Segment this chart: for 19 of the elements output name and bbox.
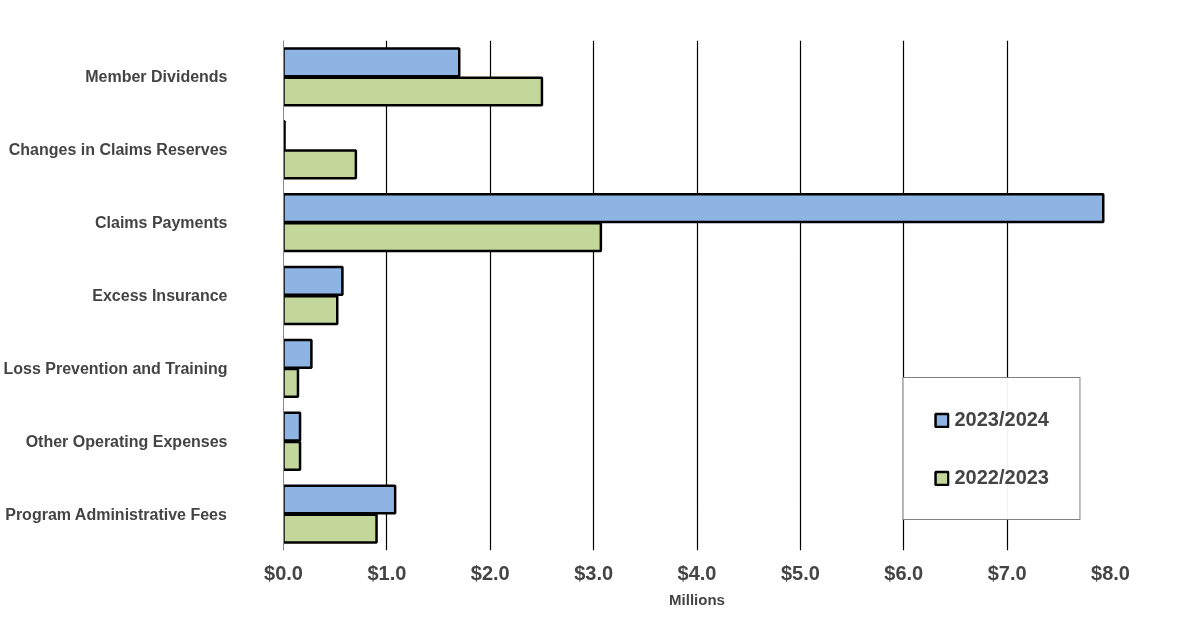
y-tick-label: Member Dividends xyxy=(85,68,228,86)
y-tick-label: Loss Prevention and Training xyxy=(3,359,228,377)
y-tick-label: Changes in Claims Reserves xyxy=(8,141,228,159)
x-tick-label: $8.0 xyxy=(1091,561,1130,584)
legend-label: 2022/2023 xyxy=(954,466,1049,489)
x-tick-label: $3.0 xyxy=(574,561,614,584)
y-tick-label: Other Operating Expenses xyxy=(25,432,228,450)
y-tick-label: Program Administrative Fees xyxy=(5,505,228,523)
y-tick-label: Excess Insurance xyxy=(92,287,228,304)
x-tick-label: $1.0 xyxy=(367,561,407,584)
x-tick-label: $6.0 xyxy=(884,561,924,584)
x-tick-label: $5.0 xyxy=(780,561,820,584)
x-tick-label: $2.0 xyxy=(470,561,510,584)
x-tick-label: $4.0 xyxy=(677,561,717,584)
x-tick-label: $0.0 xyxy=(264,561,303,584)
x-axis-title: Millions xyxy=(669,590,725,608)
x-tick-label: $7.0 xyxy=(987,561,1027,584)
legend-label: 2023/2024 xyxy=(954,408,1049,431)
y-tick-label: Claims Payments xyxy=(94,214,228,232)
